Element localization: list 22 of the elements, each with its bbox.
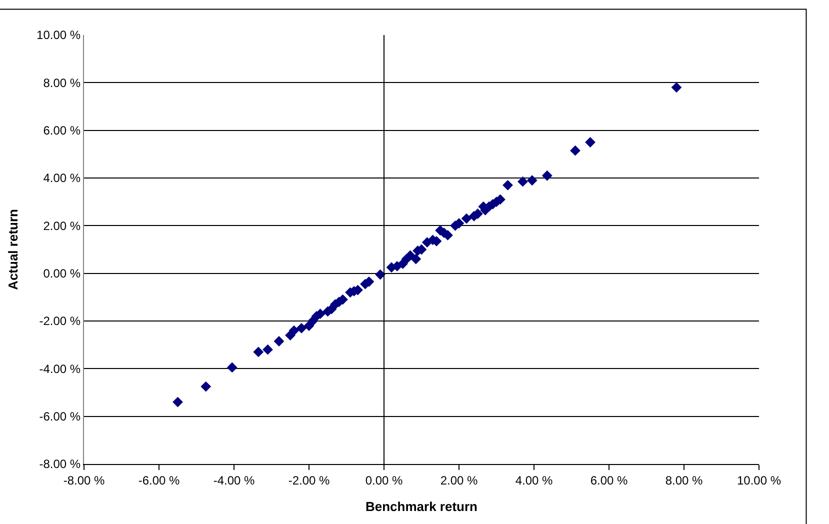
x-tick-label: 2.00 % xyxy=(440,473,478,488)
x-tick-label: -8.00 % xyxy=(63,473,106,488)
y-tick-label: -4.00 % xyxy=(39,362,81,376)
x-tick-label: 4.00 % xyxy=(515,473,554,488)
y-tick-label: -6.00 % xyxy=(39,410,81,424)
y-tick-label: 0.00 % xyxy=(43,266,81,281)
x-tick-label: -2.00 % xyxy=(288,473,330,488)
x-tick-label: 0.00 % xyxy=(365,473,404,488)
x-tick-label: 6.00 % xyxy=(590,473,628,488)
y-tick-label: -2.00 % xyxy=(39,314,81,328)
x-tick-label: -6.00 % xyxy=(138,473,180,488)
y-axis-title: Actual return xyxy=(6,208,21,290)
y-tick-label: 8.00 % xyxy=(43,76,81,90)
y-tick-label: -8.00 % xyxy=(39,457,81,472)
y-tick-label: 10.00 % xyxy=(36,28,81,42)
y-tick-label: 6.00 % xyxy=(43,124,81,138)
x-tick-label: 8.00 % xyxy=(665,473,704,488)
x-axis-title: Benchmark return xyxy=(366,499,478,514)
y-tick-label: 2.00 % xyxy=(43,218,81,233)
x-tick-label: 10.00 % xyxy=(736,473,782,488)
x-tick-label: -4.00 % xyxy=(213,473,256,488)
y-tick-label: 4.00 % xyxy=(43,171,81,186)
